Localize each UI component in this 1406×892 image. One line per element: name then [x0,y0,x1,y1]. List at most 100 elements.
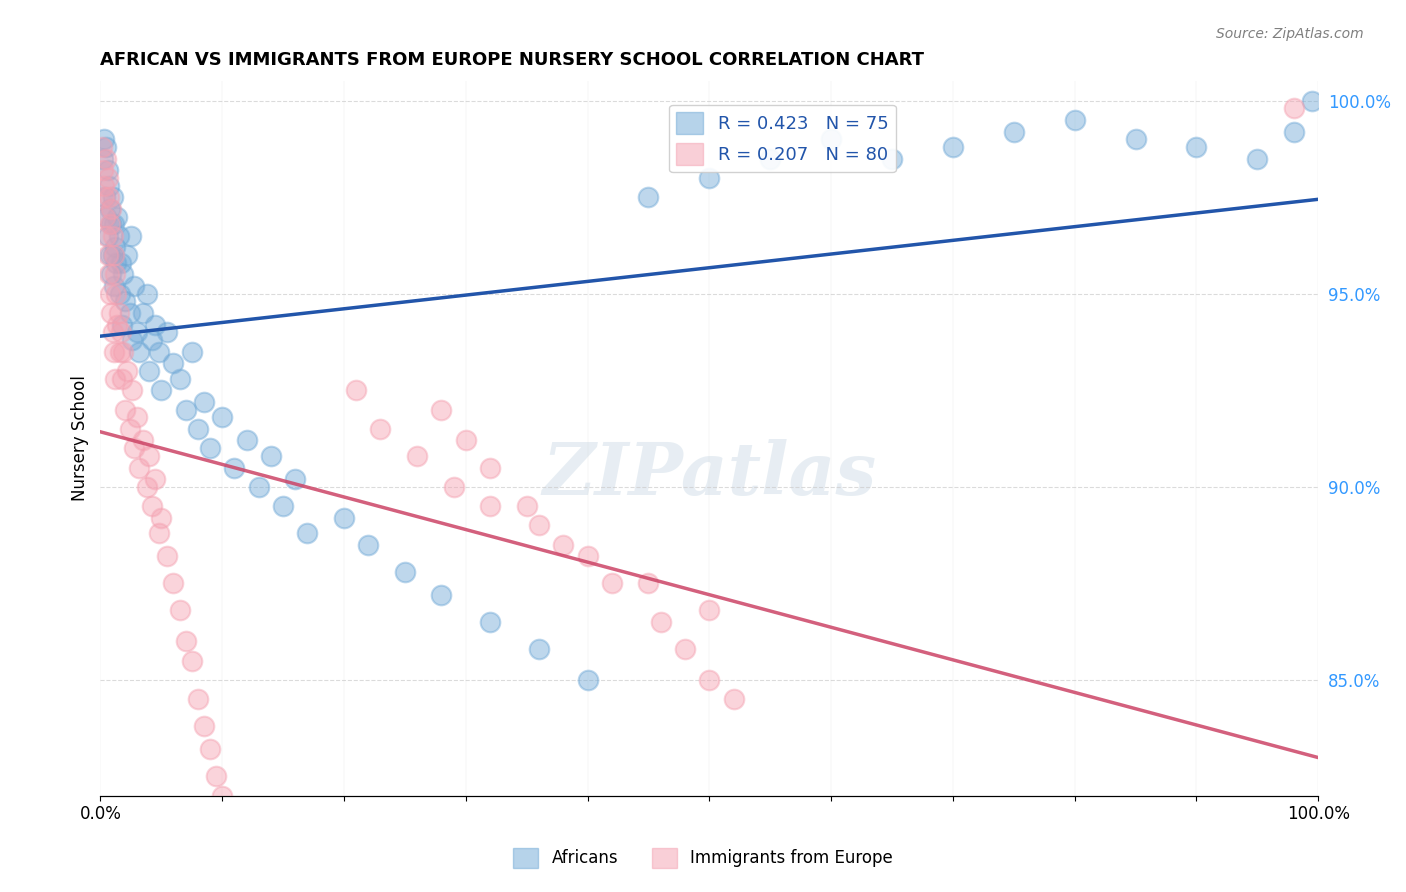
Point [148,344,170,359]
Point [107,306,129,320]
Point [94,210,117,224]
Point [112,344,135,359]
Point [527,518,550,533]
Point [193,395,215,409]
Point [553,538,575,552]
Point [96,140,118,154]
Point [187,692,209,706]
Point [101,248,124,262]
Point [198,742,221,756]
Point [454,434,477,448]
Point [128,460,150,475]
Point [121,384,143,398]
Legend: Africans, Immigrants from Europe: Africans, Immigrants from Europe [506,841,900,875]
Point [107,318,129,332]
Point [150,510,173,524]
Point [430,588,453,602]
Point [430,402,453,417]
Point [124,441,146,455]
Point [111,372,134,386]
Point [93,190,115,204]
Point [100,202,122,216]
Point [1185,140,1208,154]
Point [141,333,163,347]
Point [114,402,136,417]
Point [141,499,163,513]
Point [527,642,550,657]
Point [97,170,120,185]
Point [101,228,124,243]
Point [297,526,319,541]
Point [1282,124,1305,138]
Point [260,873,283,888]
Point [97,163,120,178]
Point [174,634,197,648]
Point [97,178,120,193]
Point [156,326,179,340]
Point [697,170,720,185]
Point [443,480,465,494]
Point [91,163,114,178]
Point [98,286,121,301]
Point [479,615,502,629]
Point [107,228,129,243]
Point [406,449,429,463]
Point [211,789,233,803]
Point [198,441,221,455]
Point [193,719,215,733]
Point [132,306,155,320]
Point [235,434,257,448]
Point [162,356,184,370]
Point [162,576,184,591]
Point [637,190,659,204]
Point [97,248,120,262]
Point [98,217,121,231]
Point [1125,132,1147,146]
Point [150,384,173,398]
Point [143,318,166,332]
Point [90,140,112,154]
Point [880,152,903,166]
Point [118,422,141,436]
Point [107,210,129,224]
Point [115,364,138,378]
Point [247,858,270,872]
Point [125,326,148,340]
Point [1301,94,1323,108]
Point [260,449,283,463]
Point [156,549,179,564]
Point [121,333,143,347]
Point [650,615,672,629]
Point [1246,152,1268,166]
Point [97,190,120,204]
Point [104,240,127,254]
Point [600,576,623,591]
Point [479,460,502,475]
Point [148,526,170,541]
Point [180,344,202,359]
Point [180,654,202,668]
Point [96,152,118,166]
Point [104,268,127,282]
Point [135,286,157,301]
Point [673,642,696,657]
Point [143,472,166,486]
Point [124,279,146,293]
Point [576,549,599,564]
Point [98,202,121,216]
Point [104,372,127,386]
Point [211,410,233,425]
Point [96,210,118,224]
Point [125,410,148,425]
Legend: R = 0.423   N = 75, R = 0.207   N = 80: R = 0.423 N = 75, R = 0.207 N = 80 [669,104,896,172]
Point [93,178,115,193]
Point [118,306,141,320]
Point [370,422,392,436]
Text: AFRICAN VS IMMIGRANTS FROM EUROPE NURSERY SCHOOL CORRELATION CHART: AFRICAN VS IMMIGRANTS FROM EUROPE NURSER… [100,51,924,69]
Point [174,402,197,417]
Point [135,480,157,494]
Text: ZIPatlas: ZIPatlas [543,439,876,509]
Point [132,434,155,448]
Point [637,576,659,591]
Point [97,268,120,282]
